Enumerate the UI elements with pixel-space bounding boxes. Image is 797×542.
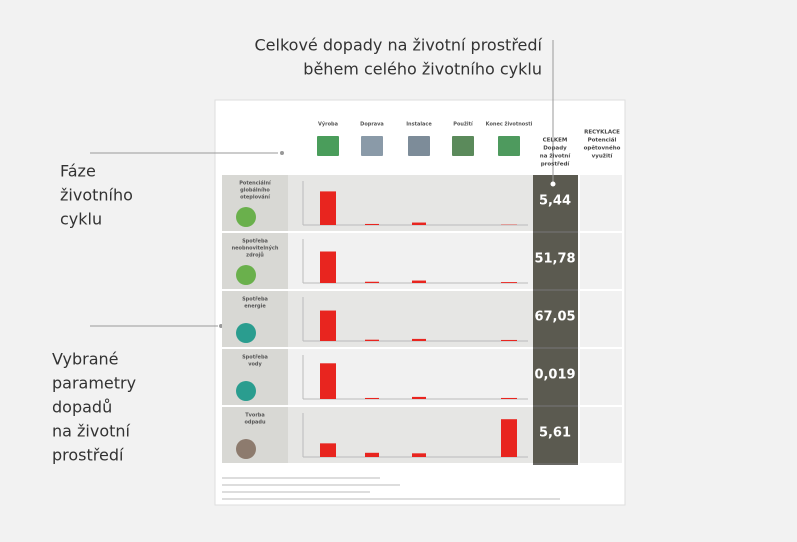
total-header: Dopady [543, 146, 567, 152]
row-label: oteplování [240, 194, 270, 201]
phase-icon [452, 136, 474, 156]
recycling-cell [580, 291, 622, 347]
row-icon [236, 265, 256, 285]
bar [365, 340, 379, 341]
row-icon [236, 381, 256, 401]
annotation: cyklu [60, 210, 102, 229]
bar [501, 340, 517, 341]
row-label: globálního [240, 187, 270, 194]
total-value: 0,019 [534, 368, 575, 383]
row-label: odpadu [244, 420, 266, 426]
total-header: na životní [540, 153, 572, 160]
row-label: zdrojů [246, 252, 264, 259]
row-label: Tvorba [245, 413, 265, 419]
row-label: Potenciální [239, 180, 271, 187]
annotation: dopadů [52, 398, 112, 417]
phase-icon [317, 136, 339, 156]
annotation: parametry [52, 374, 136, 393]
row-label: Spotřeba [242, 238, 268, 245]
bar [412, 339, 426, 341]
recycling-cell [580, 407, 622, 463]
row-icon [236, 207, 256, 227]
row-label: neobnovitelných [232, 245, 279, 252]
bar [365, 453, 379, 457]
recycling-header: RECYKLACE [584, 130, 620, 136]
phase-icon [361, 136, 383, 156]
bar [320, 363, 336, 399]
bar [320, 443, 336, 457]
recycling-header: využití [592, 153, 614, 160]
row-icon [236, 323, 256, 343]
total-value: 5,61 [539, 426, 571, 441]
total-value: 67,05 [534, 310, 575, 325]
phase-label: Výroba [318, 121, 338, 128]
infographic: Celkové dopady na životní prostředí běhe… [0, 0, 797, 542]
bar [501, 282, 517, 283]
bar [365, 224, 379, 225]
annotation: na životní [52, 422, 131, 441]
annotation: Vybrané [52, 350, 119, 369]
annotation: Celkové dopady na životní prostředí [255, 36, 543, 55]
total-value: 51,78 [534, 252, 575, 267]
total-header: prostředí [541, 161, 571, 168]
bar [412, 397, 426, 399]
annotation: během celého životního cyklu [303, 60, 542, 79]
bar [365, 398, 379, 399]
total-value: 5,44 [539, 194, 571, 209]
phase-label: Použití [453, 121, 473, 128]
recycling-cell [580, 349, 622, 405]
row-label: vody [248, 362, 262, 368]
row-label: Spotřeba [242, 296, 268, 303]
pointer-dot [280, 151, 284, 155]
annotation: životního [60, 186, 133, 205]
row-label: Spotřeba [242, 354, 268, 361]
recycling-cell [580, 175, 622, 231]
bar [412, 453, 426, 457]
annotation: prostředí [52, 446, 124, 465]
bar [320, 252, 336, 284]
recycling-cell [580, 233, 622, 289]
bar [320, 311, 336, 341]
phase-icon [408, 136, 430, 156]
phase-label: Konec životnosti [486, 121, 533, 128]
phase-icon [498, 136, 520, 156]
total-header: CELKEM [543, 138, 568, 144]
recycling-header: Potenciál [588, 137, 617, 144]
bar [320, 191, 336, 225]
phase-label: Doprava [360, 122, 384, 128]
row-label: energie [244, 304, 266, 310]
recycling-header: opětovného [584, 145, 621, 152]
pointer-dot [551, 182, 556, 187]
bar [501, 398, 517, 399]
bar [412, 281, 426, 283]
annotation: Fáze [60, 162, 96, 181]
phase-label: Instalace [406, 122, 432, 128]
bar [365, 282, 379, 283]
row-icon [236, 439, 256, 459]
bar [412, 223, 426, 225]
bar [501, 419, 517, 457]
